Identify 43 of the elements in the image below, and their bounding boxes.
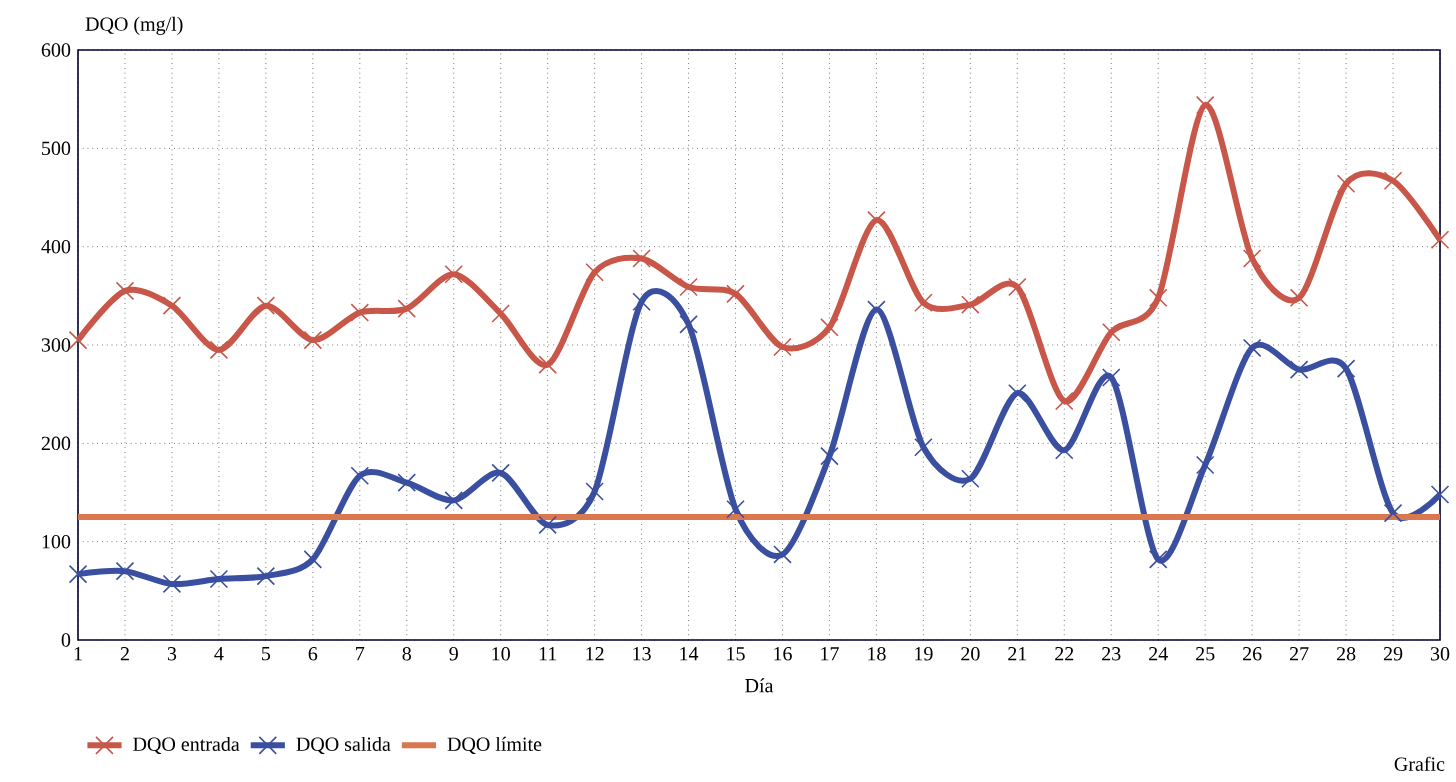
x-tick-label: 21: [1008, 647, 1027, 661]
x-tick-label: 24: [1149, 647, 1168, 661]
x-tick-label: 30: [1430, 647, 1450, 661]
y-tick-label: 200: [41, 436, 71, 451]
x-tick-label: 18: [868, 647, 886, 661]
x-tick-label: 17: [821, 647, 839, 661]
y-tick-label: 300: [41, 338, 71, 352]
x-tick-label: 2: [120, 647, 129, 661]
text: Grafic: [1394, 756, 1445, 771]
x-tick-label: 1: [74, 647, 82, 661]
x-tick-label: 26: [1243, 647, 1262, 661]
x-tick-label: 29: [1383, 647, 1403, 661]
x-tick-label: 3: [167, 647, 177, 661]
x-tick-label: 6: [308, 647, 318, 661]
y-tick-label: 600: [41, 43, 71, 57]
x-tick-label: 4: [214, 647, 224, 661]
x-axis-title: Día: [745, 678, 774, 693]
x-tick-label: 20: [961, 647, 980, 661]
x-tick-label: 10: [492, 647, 510, 661]
y-tick-label: 100: [42, 534, 71, 549]
x-tick-label: 15: [727, 647, 745, 661]
x-tick-label: 7: [356, 647, 365, 661]
legend-label: DQO límite: [447, 736, 542, 755]
legend-label: DQO salida: [296, 736, 391, 755]
x-tick-label: 12: [586, 647, 604, 661]
x-tick-label: 8: [402, 647, 412, 661]
legend-label: DQO entrada: [133, 736, 240, 755]
y-tick-label: 400: [41, 239, 71, 254]
x-tick-label: 14: [680, 647, 699, 661]
x-tick-label: 11: [539, 647, 557, 661]
y-tick-label: 0: [61, 633, 71, 647]
x-tick-label: 9: [449, 647, 458, 661]
x-tick-label: 5: [262, 647, 271, 661]
x-tick-label: 25: [1196, 647, 1215, 661]
y-axis-title: DQO (mg/l): [85, 16, 183, 35]
x-tick-label: 23: [1102, 647, 1121, 661]
x-tick-label: 13: [633, 647, 651, 661]
x-tick-label: 28: [1336, 647, 1356, 661]
x-tick-label: 22: [1055, 647, 1074, 661]
x-tick-label: 27: [1289, 647, 1309, 661]
x-tick-label: 16: [774, 647, 792, 661]
y-tick-label: 500: [42, 141, 71, 156]
x-tick-label: 19: [915, 647, 933, 661]
